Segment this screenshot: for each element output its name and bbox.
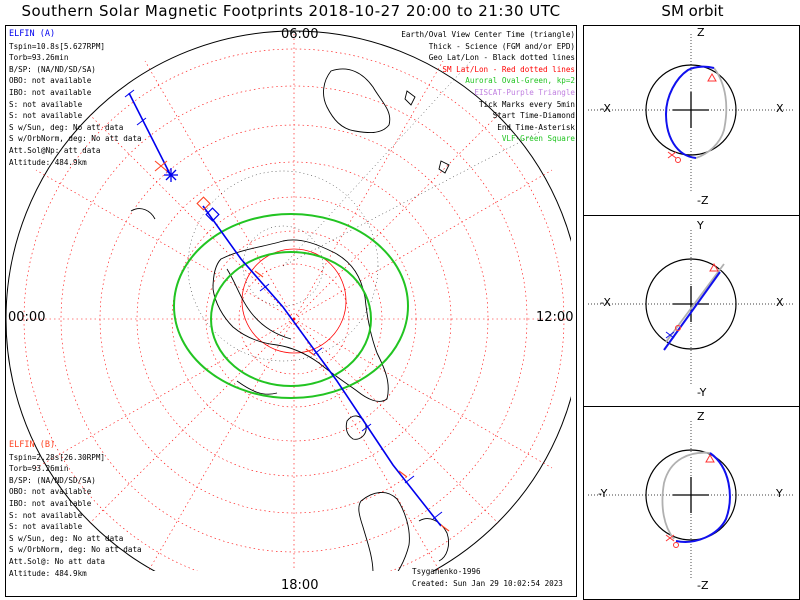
sm-xy-right-label: X (776, 296, 784, 309)
elfin-a-line: S w/Sun, deg: No att data (9, 122, 124, 132)
sm-plot-yz (588, 421, 795, 579)
clock-label-18: 18:00 (281, 578, 319, 593)
sm-pole-circle (241, 248, 347, 354)
geo-grid (187, 60, 542, 362)
polar-map-frame: 06:00 00:00 12:00 18:00 (5, 25, 577, 597)
sm-plot-xz (588, 34, 795, 192)
legend-item: Start Time-Diamond (492, 111, 575, 121)
legend-item: Auroral Oval-Green, kp=2 (465, 76, 575, 86)
elfin-a-line: S: not available (9, 111, 83, 121)
model-label: Tsyganenko-1996 (412, 567, 481, 576)
sm-yz-top-label: Z (697, 410, 705, 423)
sm-xy-top-label: Y (697, 219, 704, 232)
clock-label-00: 00:00 (8, 310, 46, 325)
elfin-b-line: Tspin=2.28s[26.30RPM] (9, 452, 106, 462)
elfin-b-label: ELFIN (B) (9, 440, 56, 450)
elfin-a-line: Att.Sol@Np: att data (9, 145, 101, 155)
coastlines (130, 68, 450, 571)
elfin-b-line: S w/OrbNorm, deg: No att data (9, 545, 142, 555)
sm-yz-bottom-label: -Z (697, 579, 709, 592)
elfin-a-start-diamond (205, 207, 220, 222)
elfin-b-line: B/SP: (NA/ND/SD/SA) (9, 475, 96, 485)
legend-item: Tick Marks every 5min (478, 99, 575, 109)
sm-yz-right-label: Y (776, 487, 783, 500)
legend-item: SM Lat/Lon - Red dotted lines (442, 64, 575, 74)
sm-panel-yz: Z -Z -Y Y (583, 406, 800, 600)
sm-xy-left-label: -X (600, 296, 611, 309)
clock-label-12: 12:00 (536, 310, 574, 325)
elfin-b-line: Altitude: 484.9km (9, 568, 87, 578)
legend-item: End Time-Asterisk (497, 122, 575, 132)
elfin-b-line: S: not available (9, 510, 83, 520)
sm-orbit-title: SM orbit (661, 2, 724, 20)
elfin-a-track (128, 92, 442, 527)
elfin-b-line: S: not available (9, 522, 83, 532)
polar-map (6, 30, 571, 571)
legend-item: Thick - Science (FGM and/or EPD) (428, 41, 575, 51)
sm-yz-left-label: -Y (598, 487, 608, 500)
elfin-a-line: B/SP: (NA/ND/SD/SA) (9, 64, 96, 74)
elfin-a-line: OBO: not available (9, 76, 92, 86)
sm-panel-xz: Z -Z -X X (583, 25, 800, 216)
auroral-oval (173, 213, 409, 399)
plot-title: Southern Solar Magnetic Footprints 2018-… (21, 2, 561, 20)
legend: Earth/Oval View Center Time (triangle) T… (401, 29, 575, 145)
sm-lat-grid (6, 31, 571, 571)
sm-panel-xy: Y -Y -X X (583, 215, 800, 407)
legend-item: Earth/Oval View Center Time (triangle) (401, 30, 575, 39)
created-timestamp: Created: Sun Jan 29 10:02:54 2023 (412, 579, 563, 588)
elfin-a-info: ELFIN (A) Tspin=10.8s[5.627RPM] Torb=93.… (9, 29, 142, 168)
elfin-b-markers (154, 160, 450, 532)
elfin-a-line: Torb=93.26min (9, 53, 69, 63)
elfin-a-line: S w/OrbNorm, deg: No att data (9, 134, 142, 144)
elfin-b-line: OBO: not available (9, 487, 92, 497)
legend-item: Geo Lat/Lon - Black dotted lines (428, 53, 575, 63)
elfin-a-line: Tspin=10.8s[5.627RPM] (9, 41, 106, 51)
clock-label-06: 06:00 (281, 27, 319, 42)
elfin-a-line: IBO: not available (9, 87, 92, 97)
legend-item: VLF-Green Square (501, 134, 575, 144)
elfin-a-ticks (124, 89, 443, 520)
earth-disk (6, 30, 571, 571)
elfin-b-info: ELFIN (B) Tspin=2.28s[26.30RPM] Torb=93.… (9, 440, 142, 579)
elfin-b-line: S w/Sun, deg: No att data (9, 533, 124, 543)
elfin-b-line: Att.Sol@: No att data (9, 556, 106, 566)
sm-xz-left-label: -X (600, 102, 611, 115)
elfin-a-line: Altitude: 484.9km (9, 157, 87, 167)
sm-xy-bottom-label: -Y (697, 386, 707, 399)
elfin-a-line: S: not available (9, 99, 83, 109)
elfin-a-label: ELFIN (A) (9, 29, 56, 39)
sm-xz-right-label: X (776, 102, 784, 115)
elfin-b-line: Torb=93.26min (9, 464, 69, 474)
sm-xz-top-label: Z (697, 26, 705, 39)
legend-item: EISCAT-Purple Triangle (474, 87, 575, 97)
sm-xz-bottom-label: -Z (697, 194, 709, 207)
elfin-a-end-asterisk (164, 168, 178, 182)
sm-plot-xy (588, 230, 795, 384)
elfin-b-line: IBO: not available (9, 498, 92, 508)
